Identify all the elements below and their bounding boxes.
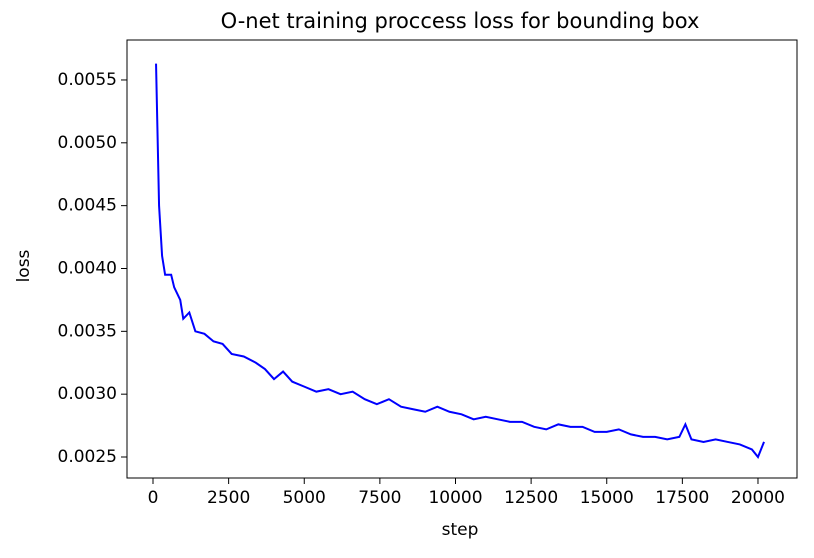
y-tick-label: 0.0035 (58, 321, 117, 341)
y-tick-label: 0.0040 (58, 258, 117, 278)
x-tick-label: 2500 (207, 488, 250, 508)
x-tick-label: 20000 (731, 488, 785, 508)
plot-frame (126, 39, 798, 479)
x-tick-label: 10000 (428, 488, 482, 508)
y-tick-label: 0.0025 (58, 447, 117, 467)
x-axis-label: step (442, 520, 479, 540)
y-tick-label: 0.0050 (58, 133, 117, 153)
y-tick-label: 0.0055 (58, 70, 117, 90)
x-tick-label: 0 (148, 488, 159, 508)
x-tick-label: 5000 (283, 488, 326, 508)
y-tick-label: 0.0045 (58, 196, 117, 216)
y-tick-label: 0.0030 (58, 384, 117, 404)
x-tick-label: 12500 (504, 488, 558, 508)
x-tick-label: 17500 (655, 488, 709, 508)
y-axis-label: loss (14, 249, 34, 282)
x-tick-label: 7500 (358, 488, 401, 508)
x-tick-label: 15000 (580, 488, 634, 508)
chart-title: O-net training proccess loss for boundin… (221, 9, 700, 33)
line-series (155, 63, 765, 459)
